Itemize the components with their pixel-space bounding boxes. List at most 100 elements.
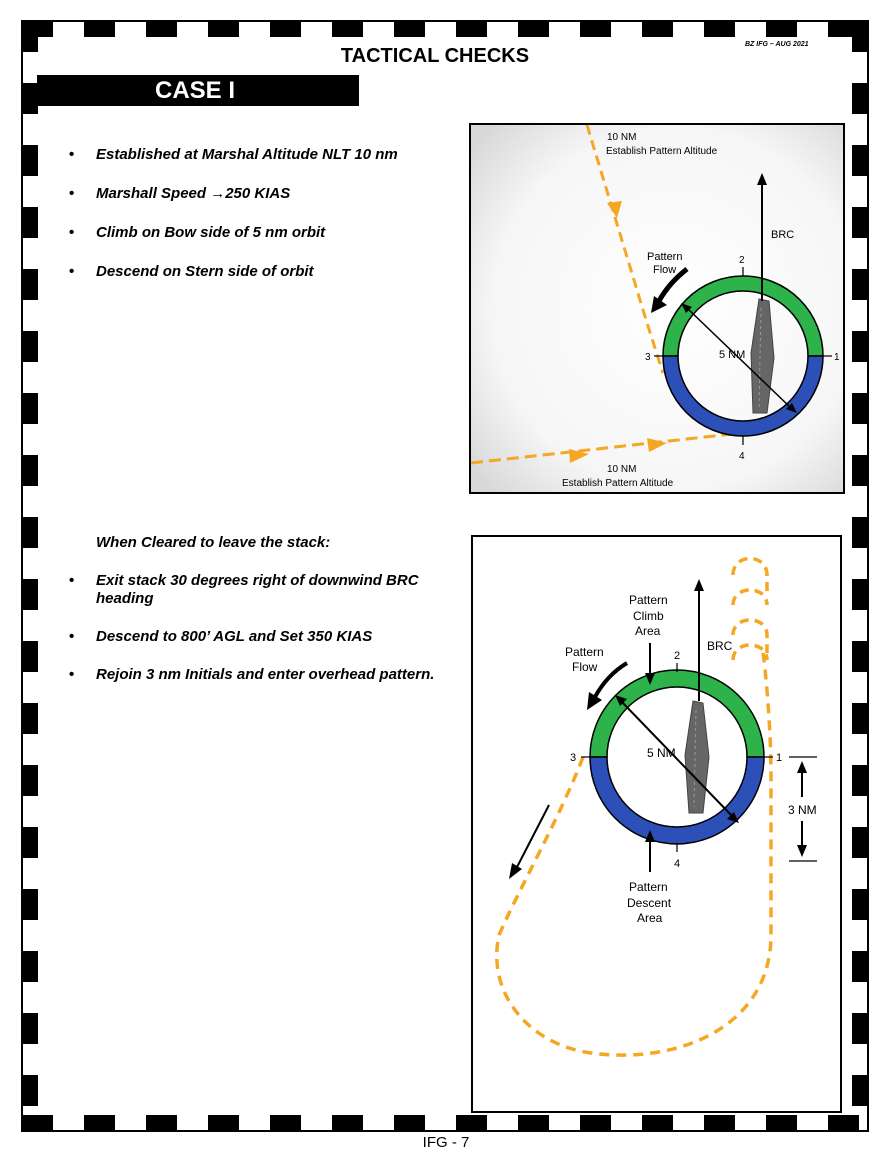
border-check [22, 83, 38, 114]
border-check [270, 1115, 301, 1131]
border-check [22, 703, 38, 734]
inbound-path-south [470, 431, 742, 465]
border-check [852, 765, 868, 796]
border-check [84, 21, 115, 37]
border-check [22, 1075, 38, 1106]
border-check [852, 1075, 868, 1106]
border-check [852, 703, 868, 734]
inbound-arrow-north [607, 201, 622, 218]
border-check [22, 207, 38, 238]
departure-path [495, 652, 773, 1057]
holding-loop-1 [731, 556, 769, 595]
border-check [642, 1115, 673, 1131]
border-check [828, 1115, 859, 1131]
departure-item: Rejoin 3 nm Initials and enter overhead … [69, 666, 454, 684]
radius-arrow [620, 700, 734, 818]
departure-diagram: BRC 5 NM Pattern Flow Pattern Climb Area… [471, 535, 842, 1113]
carrier-deck-line [693, 709, 697, 808]
border-check [580, 1115, 611, 1131]
border-check [642, 21, 673, 37]
border-check [22, 455, 38, 486]
departure-item: Exit stack 30 degrees right of downwind … [69, 572, 454, 608]
brc-label: BRC [707, 639, 733, 653]
border-check [852, 889, 868, 920]
border-check [766, 1115, 797, 1131]
border-check [146, 1115, 177, 1131]
border-outline [21, 20, 869, 1132]
page-title: TACTICAL CHECKS [340, 45, 530, 67]
flow-label-1: Pattern [647, 251, 682, 263]
border-check [704, 21, 735, 37]
border-check [22, 827, 38, 858]
brc-label: BRC [771, 229, 794, 241]
exit-arrowhead [509, 863, 522, 879]
stern-ring [589, 756, 765, 845]
border-check [332, 21, 363, 37]
point-1: 1 [776, 752, 782, 764]
border-check [852, 579, 868, 610]
border-check [146, 21, 177, 37]
border-check [332, 1115, 363, 1131]
border-check [766, 21, 797, 37]
holding-loop-2 [731, 588, 769, 606]
carrier-deck-line [758, 307, 762, 409]
inbound-arrow-south-2 [647, 438, 667, 452]
border-check [456, 1115, 487, 1131]
border-check [22, 21, 38, 52]
pattern-flow-arrowhead [651, 296, 667, 313]
border-check [518, 21, 549, 37]
radius-label: 5 NM [719, 349, 745, 361]
point-3: 3 [570, 752, 576, 764]
check-item: Established at Marshal Altitude NLT 10 n… [69, 146, 439, 164]
climb-label-3: Area [635, 624, 661, 638]
border-check [852, 951, 868, 982]
flow-label-2: Flow [653, 264, 676, 276]
border-check [208, 21, 239, 37]
holding-loop-3 [731, 618, 769, 653]
exit-arrow [515, 804, 550, 870]
carrier-icon [750, 298, 775, 414]
top-distance-label: 10 NM [607, 132, 636, 143]
border-check [518, 1115, 549, 1131]
border-check [22, 1013, 38, 1044]
radius-arrowhead-1 [681, 303, 692, 313]
brc-arrowhead [757, 173, 767, 185]
inbound-arrow-south [569, 449, 589, 463]
border-check [394, 1115, 425, 1131]
border-check [580, 21, 611, 37]
stern-ring [662, 355, 824, 437]
border-check [22, 393, 38, 424]
border-check [456, 21, 487, 37]
dimension-arrowhead-up [797, 761, 807, 773]
border-check [22, 951, 38, 982]
radius-label: 5 NM [647, 746, 676, 760]
flow-label-2: Flow [572, 660, 598, 674]
descent-label-1: Pattern [629, 880, 668, 894]
pattern-flow-arrowhead [587, 692, 602, 710]
border-check [852, 517, 868, 548]
dimension-arrowhead-down [797, 845, 807, 857]
radius-arrowhead-2 [786, 403, 797, 413]
pattern-flow-arrow [593, 661, 629, 698]
border-check [852, 1013, 868, 1044]
radius-arrowhead-2 [727, 812, 739, 823]
point-2: 2 [674, 650, 680, 662]
border-check [852, 207, 868, 238]
border-check [84, 1115, 115, 1131]
climb-label-2: Climb [633, 609, 664, 623]
page-number: IFG - 7 [422, 1134, 470, 1151]
distance-label: 3 NM [788, 803, 817, 817]
point-3: 3 [645, 352, 651, 363]
departure-list: Exit stack 30 degrees right of downwind … [69, 572, 454, 704]
border-check [22, 579, 38, 610]
top-altitude-label: Establish Pattern Altitude [606, 146, 718, 157]
bottom-distance-label: 10 NM [607, 464, 636, 475]
descent-label-2: Descent [627, 896, 672, 910]
border-check [22, 331, 38, 362]
border-check [852, 83, 868, 114]
point-1: 1 [834, 352, 840, 363]
descent-area-arrowhead [645, 830, 655, 842]
climb-area-arrowhead [645, 673, 655, 685]
descent-label-3: Area [637, 911, 663, 925]
